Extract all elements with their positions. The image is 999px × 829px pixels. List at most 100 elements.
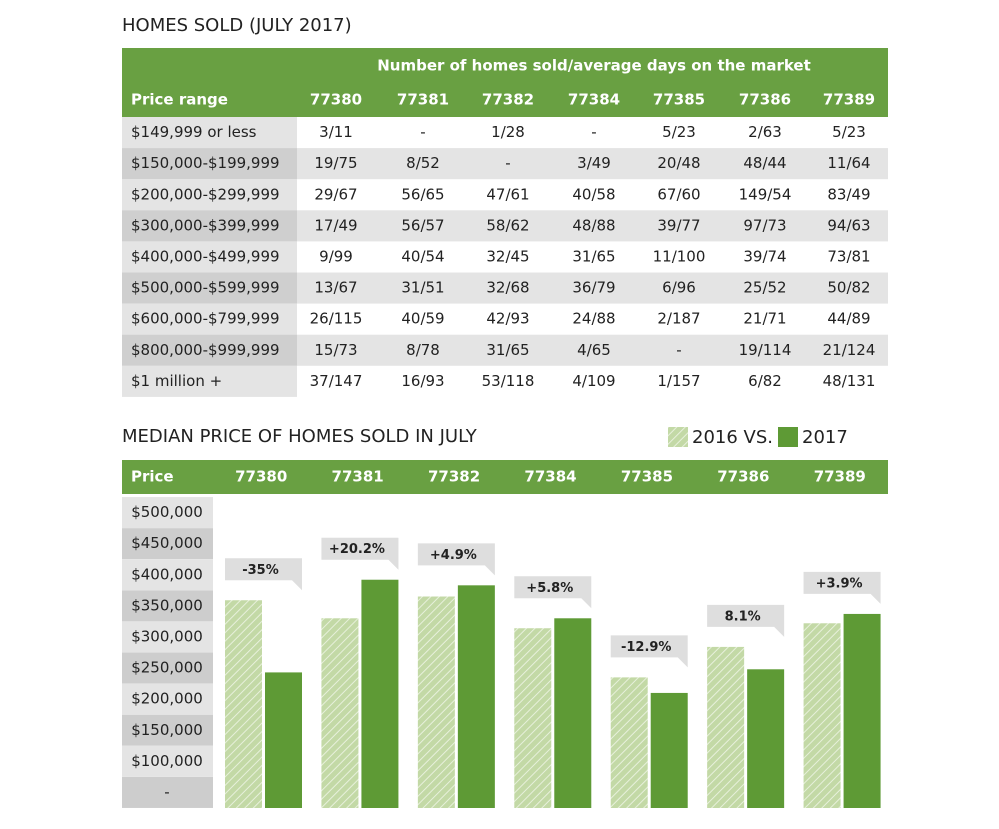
row-label-bg bbox=[122, 365, 297, 397]
annotation: +20.2% bbox=[329, 542, 385, 557]
table-cell: 67/60 bbox=[657, 185, 700, 203]
y-tick-label: $300,000 bbox=[131, 627, 203, 645]
table-cell: 31/65 bbox=[486, 341, 529, 359]
row-label: $1 million + bbox=[131, 372, 222, 390]
table-cell: 13/67 bbox=[314, 279, 357, 297]
table-cell: 56/57 bbox=[401, 216, 444, 234]
table-cell: 4/109 bbox=[572, 372, 615, 390]
x-tick-label: 77386 bbox=[717, 468, 769, 486]
y-tick-cell bbox=[122, 683, 213, 715]
bar bbox=[457, 585, 495, 808]
bar bbox=[361, 579, 399, 808]
table-cell: 97/73 bbox=[743, 216, 786, 234]
y-tick-cell bbox=[122, 621, 213, 653]
row-label: $300,000-$399,999 bbox=[131, 216, 280, 234]
table-cell: 8/52 bbox=[406, 154, 440, 172]
table-cell: - bbox=[505, 154, 510, 172]
y-tick-label: - bbox=[164, 783, 169, 801]
bar bbox=[225, 600, 262, 808]
x-tick-label: 77384 bbox=[524, 468, 576, 486]
row-label-bg bbox=[122, 241, 297, 273]
table-cell: 17/49 bbox=[314, 216, 357, 234]
row-label-bg bbox=[122, 179, 297, 211]
bar bbox=[650, 692, 688, 808]
table-cell: 1/157 bbox=[657, 372, 700, 390]
table-cell: 19/114 bbox=[739, 341, 792, 359]
table-cell: 9/99 bbox=[319, 247, 353, 265]
row-label: $600,000-$799,999 bbox=[131, 310, 280, 328]
annotation: +4.9% bbox=[430, 548, 477, 563]
y-tick-cell bbox=[122, 590, 213, 622]
annotation-box bbox=[321, 537, 399, 570]
table-cell: 6/82 bbox=[748, 372, 782, 390]
table-cell: 11/100 bbox=[653, 247, 706, 265]
row-label-bg bbox=[122, 303, 297, 335]
table-cell: 73/81 bbox=[827, 247, 870, 265]
bar bbox=[707, 646, 745, 808]
x-tick-label: 77385 bbox=[621, 468, 673, 486]
y-tick-label: $200,000 bbox=[131, 690, 203, 708]
bar bbox=[843, 613, 881, 808]
table-cell: 47/61 bbox=[486, 185, 529, 203]
table-caption: Number of homes sold/average days on the… bbox=[377, 57, 811, 75]
annotation: -35% bbox=[242, 563, 279, 578]
table-cell: 2/187 bbox=[657, 310, 700, 328]
table-cell: 4/65 bbox=[577, 341, 611, 359]
annotation: 8.1% bbox=[725, 609, 761, 624]
bar bbox=[803, 623, 841, 808]
table-title: HOMES SOLD (JULY 2017) bbox=[122, 15, 352, 36]
bar bbox=[321, 618, 359, 808]
column-header: 77384 bbox=[568, 91, 620, 109]
table-cell: 56/65 bbox=[401, 185, 444, 203]
table-cell: 21/124 bbox=[823, 341, 876, 359]
table-cell: 6/96 bbox=[662, 279, 696, 297]
y-tick-label: $350,000 bbox=[131, 596, 203, 614]
table-cell: 5/23 bbox=[832, 123, 866, 141]
y-axis-label: Price bbox=[131, 468, 174, 486]
column-header: 77386 bbox=[739, 91, 791, 109]
y-tick-cell bbox=[122, 559, 213, 591]
row-label-bg bbox=[122, 210, 297, 242]
column-header: 77380 bbox=[310, 91, 362, 109]
legend-label: 2016 VS. bbox=[692, 427, 773, 448]
bar bbox=[610, 677, 648, 808]
table-cell: 31/65 bbox=[572, 247, 615, 265]
annotation-box bbox=[417, 543, 495, 576]
row-label: $400,000-$499,999 bbox=[131, 247, 280, 265]
bar bbox=[747, 669, 785, 808]
annotation: +3.9% bbox=[816, 576, 863, 591]
table-cell: 24/88 bbox=[572, 310, 615, 328]
column-header: 77381 bbox=[397, 91, 449, 109]
row-label-bg bbox=[122, 148, 297, 180]
x-tick-label: 77381 bbox=[332, 468, 384, 486]
table-cell: 39/74 bbox=[743, 247, 786, 265]
row-label-bg bbox=[122, 272, 297, 304]
table-cell: - bbox=[676, 341, 681, 359]
table-cell: 8/78 bbox=[406, 341, 440, 359]
annotation-box bbox=[707, 604, 785, 637]
table-cell: - bbox=[591, 123, 596, 141]
table-cell: 50/82 bbox=[827, 279, 870, 297]
row-label: $800,000-$999,999 bbox=[131, 341, 280, 359]
column-header: Price range bbox=[131, 91, 228, 109]
row-label: $200,000-$299,999 bbox=[131, 185, 280, 203]
table-cell: 11/64 bbox=[827, 154, 870, 172]
y-tick-label: $400,000 bbox=[131, 565, 203, 583]
table-cell: - bbox=[420, 123, 425, 141]
table-cell: 5/23 bbox=[662, 123, 696, 141]
y-tick-label: $150,000 bbox=[131, 721, 203, 739]
annotation-box bbox=[803, 571, 881, 604]
table-cell: 39/77 bbox=[657, 216, 700, 234]
y-tick-cell bbox=[122, 714, 213, 746]
table-cell: 21/71 bbox=[743, 310, 786, 328]
row-label: $149,999 or less bbox=[131, 123, 257, 141]
row-label-bg bbox=[122, 334, 297, 366]
x-tick-label: 77382 bbox=[428, 468, 480, 486]
table-cell: 36/79 bbox=[572, 279, 615, 297]
table-cell: 19/75 bbox=[314, 154, 357, 172]
table-cell: 37/147 bbox=[310, 372, 363, 390]
row-label: $500,000-$599,999 bbox=[131, 279, 280, 297]
y-tick-cell bbox=[122, 497, 213, 529]
table-cell: 26/115 bbox=[310, 310, 363, 328]
annotation-box bbox=[610, 635, 688, 668]
